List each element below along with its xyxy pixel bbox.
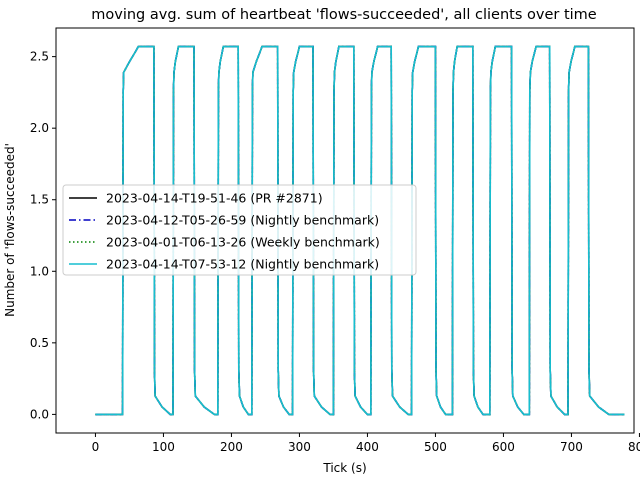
legend-label-0: 2023-04-14-T19-51-46 (PR #2871) — [106, 191, 323, 206]
x-tick-label: 100 — [152, 440, 175, 454]
x-tick-label: 400 — [356, 440, 379, 454]
x-tick-label: 0 — [92, 440, 100, 454]
legend: 2023-04-14-T19-51-46 (PR #2871) 2023-04-1… — [62, 184, 417, 276]
series-layer — [95, 45, 625, 416]
x-tick-label: 200 — [220, 440, 243, 454]
y-tick-label: 0.0 — [30, 407, 49, 421]
legend-label-3: 2023-04-14-T07-53-12 (Nightly benchmark) — [106, 257, 379, 272]
x-tick-label: 300 — [288, 440, 311, 454]
x-tick-label: 800 — [628, 440, 640, 454]
legend-label-2: 2023-04-01-T06-13-26 (Weekly benchmark) — [106, 235, 380, 250]
legend-box — [62, 184, 417, 276]
x-axis: 0 100 200 300 400 500 600 700 800 — [92, 433, 640, 454]
x-tick-label: 500 — [424, 440, 447, 454]
series-line-3 — [95, 45, 625, 416]
x-tick-label: 700 — [560, 440, 583, 454]
y-axis: 0.0 0.5 1.0 1.5 2.0 2.5 — [30, 50, 56, 421]
y-tick-label: 1.0 — [30, 264, 49, 278]
y-axis-label: Number of 'flows-succeeded' — [3, 143, 17, 317]
chart-title: moving avg. sum of heartbeat 'flows-succ… — [91, 7, 597, 23]
legend-label-1: 2023-04-12-T05-26-59 (Nightly benchmark) — [106, 213, 379, 228]
y-tick-label: 2.0 — [30, 121, 49, 135]
y-tick-label: 1.5 — [30, 193, 49, 207]
y-tick-label: 2.5 — [30, 50, 49, 64]
x-tick-label: 600 — [492, 440, 515, 454]
y-tick-label: 0.5 — [30, 336, 49, 350]
plot-frame — [55, 27, 635, 434]
x-axis-label: Tick (s) — [322, 461, 366, 475]
